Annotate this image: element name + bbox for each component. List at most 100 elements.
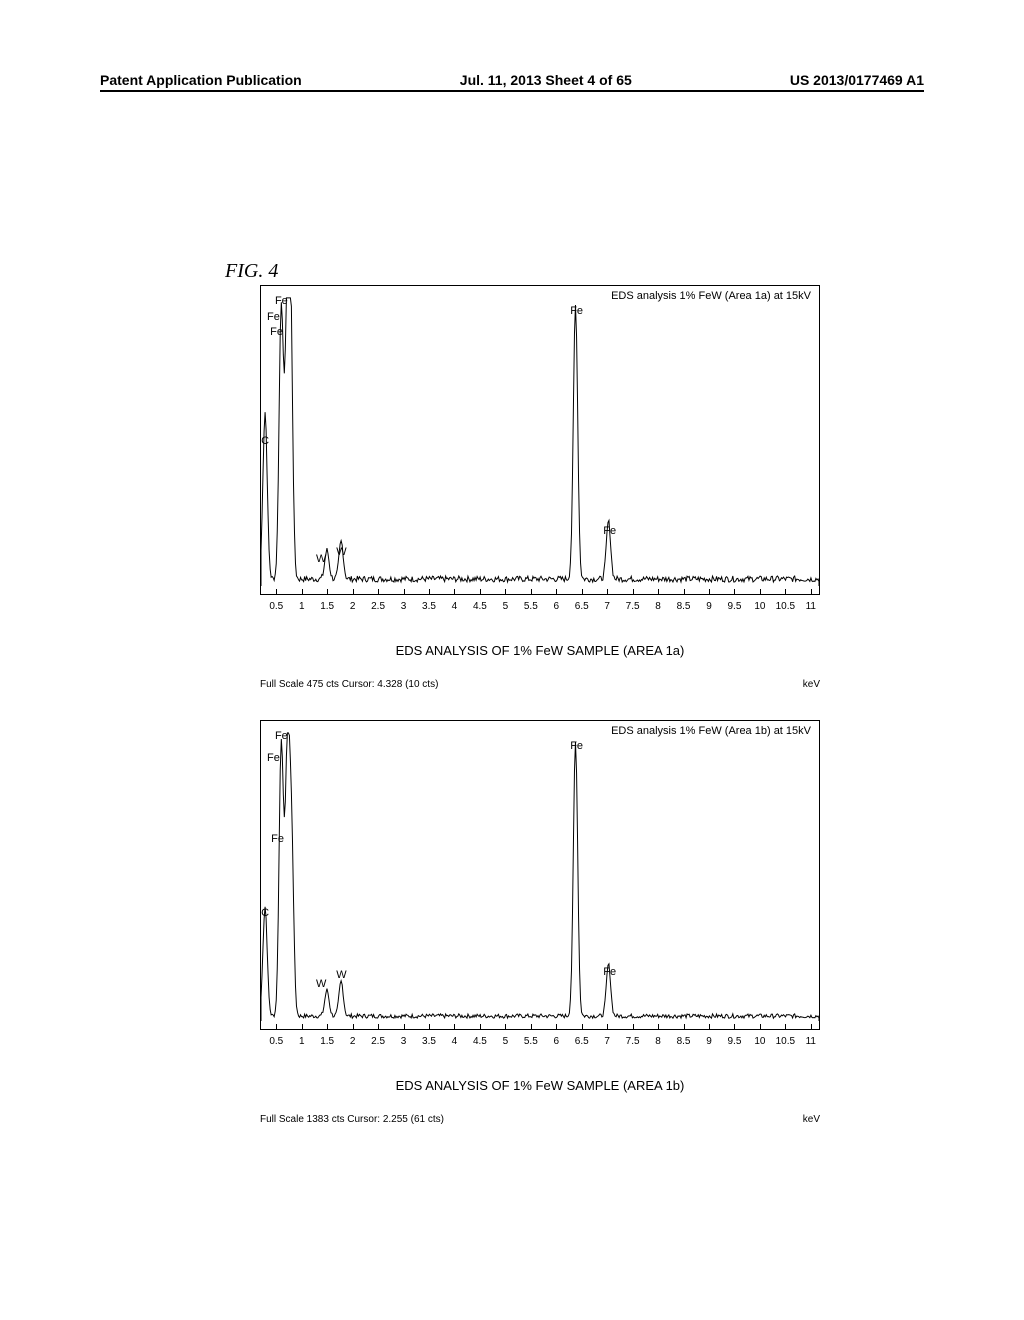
x-tick bbox=[404, 1024, 405, 1029]
x-tick-label: 11 bbox=[806, 601, 816, 612]
eds-chart-area-1a: EDS analysis 1% FeW (Area 1a) at 15kV CF… bbox=[260, 285, 820, 658]
x-tick bbox=[709, 1024, 710, 1029]
x-tick-label: 8 bbox=[655, 601, 661, 612]
scale-text-1b: Full Scale 1383 cts Cursor: 2.255 (61 ct… bbox=[260, 1114, 444, 1125]
x-tick bbox=[556, 1024, 557, 1029]
x-tick-label: 9 bbox=[706, 601, 712, 612]
x-tick bbox=[353, 589, 354, 594]
x-tick bbox=[429, 589, 430, 594]
spectrum-svg-1b bbox=[261, 721, 819, 1029]
x-tick bbox=[709, 589, 710, 594]
x-tick bbox=[480, 1024, 481, 1029]
x-tick-label: 10.5 bbox=[776, 601, 795, 612]
x-tick bbox=[454, 1024, 455, 1029]
x-tick-label: 1.5 bbox=[320, 601, 334, 612]
x-tick bbox=[633, 589, 634, 594]
x-tick bbox=[607, 589, 608, 594]
x-tick-label: 8.5 bbox=[677, 601, 691, 612]
x-tick-label: 4.5 bbox=[473, 601, 487, 612]
x-tick bbox=[327, 589, 328, 594]
x-tick-label: 6 bbox=[553, 601, 559, 612]
peak-label: Fe bbox=[267, 311, 280, 323]
peak-label: Fe bbox=[570, 740, 583, 752]
x-tick-label: 7 bbox=[604, 601, 610, 612]
x-tick-label: 3.5 bbox=[422, 1036, 436, 1047]
x-tick-label: 11 bbox=[806, 1036, 816, 1047]
x-tick bbox=[811, 1024, 812, 1029]
x-tick bbox=[760, 1024, 761, 1029]
peak-label: W bbox=[336, 546, 346, 558]
x-tick-label: 10 bbox=[754, 601, 765, 612]
caption-1b: EDS ANALYSIS OF 1% FeW SAMPLE (AREA 1b) bbox=[260, 1078, 820, 1093]
x-unit-1a: keV bbox=[803, 679, 820, 690]
x-tick-label: 3 bbox=[401, 601, 407, 612]
x-tick bbox=[556, 589, 557, 594]
x-tick-label: 4.5 bbox=[473, 1036, 487, 1047]
x-tick-label: 5.5 bbox=[524, 1036, 538, 1047]
x-tick bbox=[531, 1024, 532, 1029]
x-tick-label: 10.5 bbox=[776, 1036, 795, 1047]
x-tick-label: 2 bbox=[350, 1036, 356, 1047]
x-tick bbox=[684, 589, 685, 594]
x-tick-label: 8 bbox=[655, 1036, 661, 1047]
x-tick-label: 2.5 bbox=[371, 1036, 385, 1047]
x-tick-label: 6.5 bbox=[575, 1036, 589, 1047]
x-tick-label: 7.5 bbox=[626, 1036, 640, 1047]
x-tick bbox=[734, 1024, 735, 1029]
x-tick bbox=[404, 589, 405, 594]
x-tick-label: 4 bbox=[452, 1036, 458, 1047]
x-tick bbox=[684, 1024, 685, 1029]
x-tick bbox=[454, 589, 455, 594]
x-tick bbox=[505, 589, 506, 594]
x-tick bbox=[607, 1024, 608, 1029]
x-tick bbox=[760, 589, 761, 594]
eds-chart-area-1b: EDS analysis 1% FeW (Area 1b) at 15kV CF… bbox=[260, 720, 820, 1093]
x-tick-label: 9.5 bbox=[728, 1036, 742, 1047]
x-tick bbox=[302, 1024, 303, 1029]
x-tick bbox=[353, 1024, 354, 1029]
x-tick-label: 3 bbox=[401, 1036, 407, 1047]
page-header: Patent Application Publication Jul. 11, … bbox=[100, 72, 924, 92]
x-tick bbox=[658, 589, 659, 594]
peak-label: Fe bbox=[570, 305, 583, 317]
header-center: Jul. 11, 2013 Sheet 4 of 65 bbox=[460, 72, 632, 88]
peak-label: Fe bbox=[275, 730, 288, 742]
x-tick bbox=[276, 589, 277, 594]
header-right: US 2013/0177469 A1 bbox=[790, 72, 924, 88]
x-tick-label: 5 bbox=[503, 601, 509, 612]
x-tick bbox=[734, 589, 735, 594]
plot-box-1b: EDS analysis 1% FeW (Area 1b) at 15kV CF… bbox=[260, 720, 820, 1030]
peak-label: Fe bbox=[270, 326, 283, 338]
x-tick bbox=[785, 589, 786, 594]
scale-text-1a: Full Scale 475 cts Cursor: 4.328 (10 cts… bbox=[260, 679, 438, 690]
x-tick-label: 3.5 bbox=[422, 601, 436, 612]
x-tick-label: 6 bbox=[553, 1036, 559, 1047]
header-left: Patent Application Publication bbox=[100, 72, 302, 88]
x-tick-label: 1 bbox=[299, 1036, 305, 1047]
x-tick-label: 8.5 bbox=[677, 1036, 691, 1047]
peak-label: Fe bbox=[271, 833, 284, 845]
x-tick-label: 1 bbox=[299, 601, 305, 612]
peak-label: Fe bbox=[603, 525, 616, 537]
x-tick-label: 2 bbox=[350, 601, 356, 612]
x-tick-label: 2.5 bbox=[371, 601, 385, 612]
peak-label: C bbox=[261, 435, 269, 447]
x-tick bbox=[658, 1024, 659, 1029]
peak-label: W bbox=[316, 978, 326, 990]
peak-label: W bbox=[316, 553, 326, 565]
caption-1a: EDS ANALYSIS OF 1% FeW SAMPLE (AREA 1a) bbox=[260, 643, 820, 658]
x-tick bbox=[531, 589, 532, 594]
figure-label: FIG. 4 bbox=[225, 260, 278, 283]
x-tick bbox=[429, 1024, 430, 1029]
x-tick bbox=[811, 589, 812, 594]
x-tick-label: 9.5 bbox=[728, 601, 742, 612]
plot-box-1a: EDS analysis 1% FeW (Area 1a) at 15kV CF… bbox=[260, 285, 820, 595]
x-tick-label: 0.5 bbox=[269, 601, 283, 612]
x-tick bbox=[582, 1024, 583, 1029]
x-tick-label: 6.5 bbox=[575, 601, 589, 612]
x-unit-1b: keV bbox=[803, 1114, 820, 1125]
x-tick-label: 9 bbox=[706, 1036, 712, 1047]
x-tick bbox=[378, 1024, 379, 1029]
x-tick bbox=[276, 1024, 277, 1029]
x-tick bbox=[480, 589, 481, 594]
